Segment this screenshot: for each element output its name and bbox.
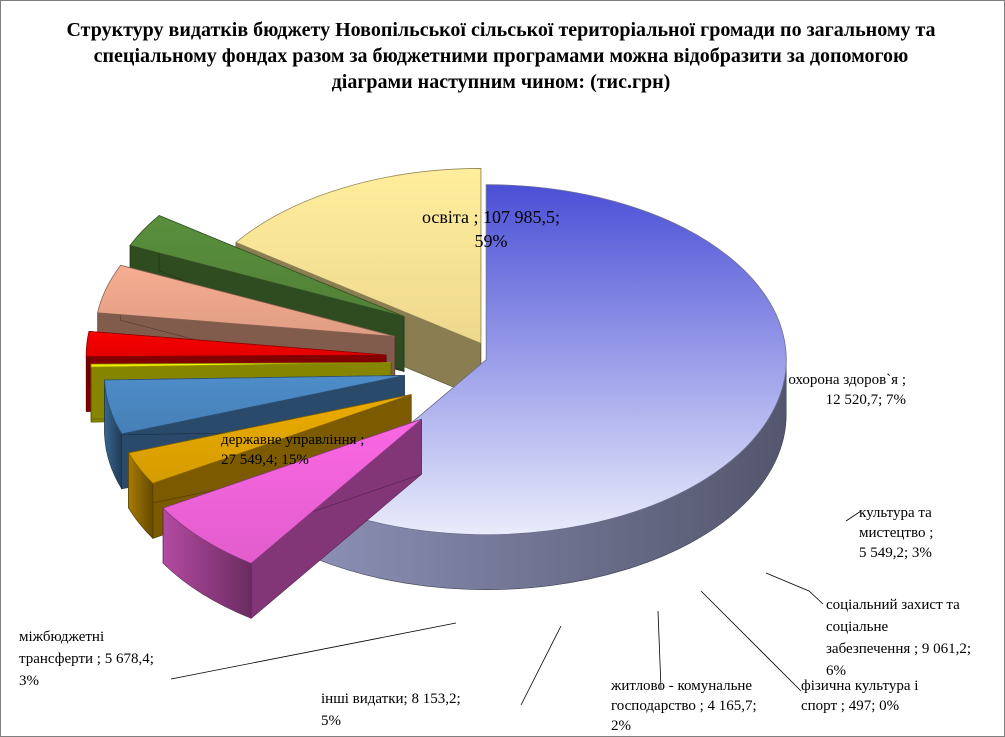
leader-line-8 xyxy=(170,622,457,680)
data-label-line: 12 520,7; 7% xyxy=(826,392,906,408)
data-label-line: 6% xyxy=(826,663,846,679)
data-label-line: спорт ; 497; 0% xyxy=(801,698,899,714)
data-label-line: 2% xyxy=(611,718,631,734)
data-label-line: державне управління ; xyxy=(221,432,364,448)
data-label-line: 3% xyxy=(19,673,39,689)
data-label-3: культура та мистецтво ; 5 549,2; 3% xyxy=(859,505,933,561)
data-label-line: охорона здоров`я ; xyxy=(788,372,906,388)
data-label-2: охорона здоров`я ; 12 520,7; 7% xyxy=(788,372,906,408)
data-label-7: інші видатки; 8 153,2; 5% xyxy=(321,691,461,729)
pie-slice-top xyxy=(162,418,422,564)
leader-line-3 xyxy=(845,510,862,522)
leader-line-4 xyxy=(765,572,824,605)
data-label-9: державне управління ; 27 549,4; 15% xyxy=(221,432,364,468)
pie-slice-top xyxy=(104,375,405,435)
pie-slice-2 xyxy=(162,418,422,619)
data-label-8: міжбюджетні трансферти ; 5 678,4; 3% xyxy=(19,629,154,689)
pie-slice-top xyxy=(85,330,387,357)
data-label-line: мистецтво ; xyxy=(859,525,933,541)
data-label-line: освіта ; 107 985,5; xyxy=(422,207,560,227)
data-label-line: фізична культура і xyxy=(801,678,918,694)
leader-line-6 xyxy=(657,610,662,690)
data-label-line: 5 549,2; 3% xyxy=(859,545,932,561)
data-label-line: 5% xyxy=(321,713,341,729)
data-label-line: житлово - комунальне xyxy=(610,678,752,694)
data-label-line: 27 549,4; 15% xyxy=(221,452,309,468)
data-label-5: фізична культура і спорт ; 497; 0% xyxy=(801,678,918,714)
data-label-line: господарство ; 4 165,7; xyxy=(611,698,757,714)
data-label-line: культура та xyxy=(859,505,932,521)
pie-slice-top xyxy=(90,362,392,368)
leader-line-7 xyxy=(520,625,562,706)
chart-title: Структуру видатків бюджету Новопільської… xyxy=(66,19,936,93)
pie-slice-top xyxy=(97,264,395,337)
pie-slices xyxy=(85,168,787,619)
data-label-4: соціальний захист та соціальне забезпеченн… xyxy=(826,597,971,679)
data-label-6: житлово - комунальне господарство ; 4 165… xyxy=(610,678,757,734)
data-label-line: трансферти ; 5 678,4; xyxy=(19,651,154,667)
leader-lines xyxy=(170,510,862,706)
pie-slice-top xyxy=(315,184,787,536)
data-label-1: освіта ; 107 985,5; 59% xyxy=(422,207,560,251)
pie-slice-top xyxy=(235,168,482,345)
leader-line-5 xyxy=(700,590,802,692)
data-label-line: соціальне xyxy=(826,619,888,635)
data-label-line: соціальний захист та xyxy=(826,597,960,613)
data-label-line: інші видатки; 8 153,2; xyxy=(321,691,461,707)
data-label-line: забезпечення ; 9 061,2; xyxy=(826,641,971,657)
pie-slice-top xyxy=(129,215,405,317)
data-label-line: міжбюджетні xyxy=(19,629,104,645)
pie-slice-top xyxy=(127,394,412,484)
slice-labels: освіта ; 107 985,5; 59% охорона здоров`я ;… xyxy=(19,207,971,734)
data-label-line: 59% xyxy=(475,231,508,251)
